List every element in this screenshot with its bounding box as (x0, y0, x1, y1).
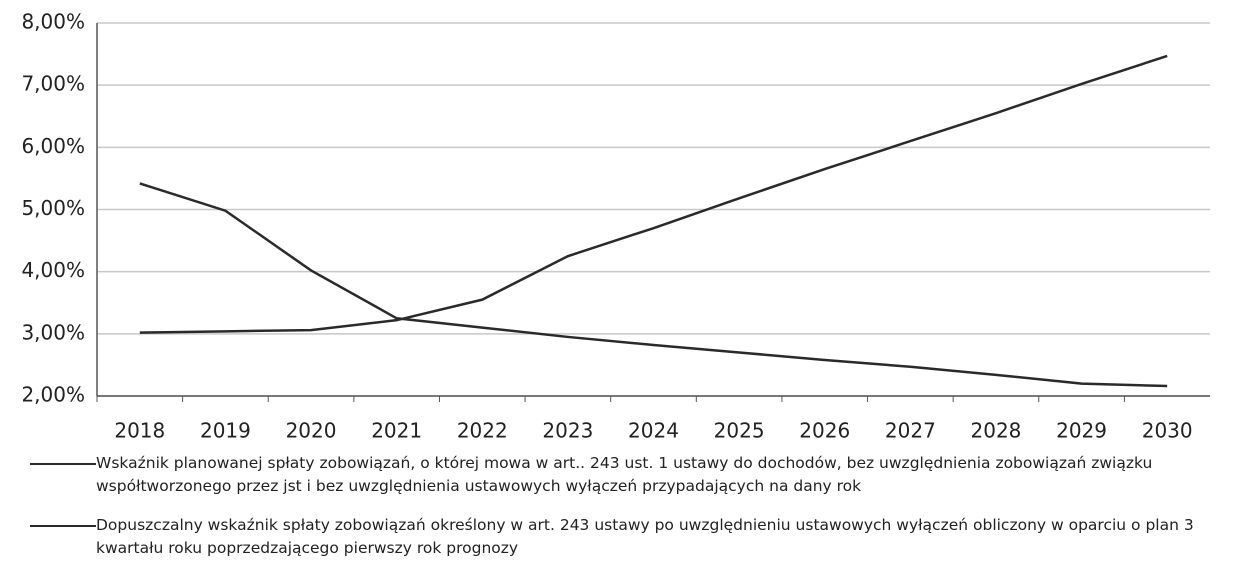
x-tick-label: 2023 (542, 419, 593, 443)
y-tick-label: 6,00% (21, 134, 85, 158)
legend-swatch (30, 525, 96, 527)
x-tick-label: 2028 (971, 419, 1022, 443)
y-tick-label: 2,00% (21, 383, 85, 407)
y-tick-label: 5,00% (21, 196, 85, 220)
x-tick-label: 2024 (628, 419, 679, 443)
x-tick-label: 2022 (457, 419, 508, 443)
x-tick-label: 2030 (1142, 419, 1193, 443)
y-tick-label: 8,00% (21, 10, 85, 34)
x-tick-label: 2020 (286, 419, 337, 443)
y-tick-label: 7,00% (21, 72, 85, 96)
legend-label: Dopuszczalny wskaźnik spłaty zobowiązań … (96, 516, 1194, 557)
x-tick-label: 2019 (200, 419, 251, 443)
series-line (139, 182, 1168, 388)
chart: 2,00% 3,00% 4,00% 5,00% 6,00% 7,00% 8,00% 2018 2… (21, 10, 1210, 443)
legend-label: Wskaźnik planowanej spłaty zobowiązań, o… (96, 454, 1153, 495)
x-tick-label: 2025 (714, 419, 765, 443)
series-line (139, 54, 1168, 334)
x-tick-label: 2027 (885, 419, 936, 443)
y-tick-label: 3,00% (21, 320, 85, 344)
x-tick-label: 2026 (799, 419, 850, 443)
legend-item: Dopuszczalny wskaźnik spłaty zobowiązań … (30, 514, 1220, 560)
y-tick-label: 4,00% (21, 258, 85, 282)
legend-item: Wskaźnik planowanej spłaty zobowiązań, o… (30, 452, 1220, 498)
x-tick-label: 2018 (114, 419, 165, 443)
x-tick-label: 2021 (371, 419, 422, 443)
x-tick-label: 2029 (1056, 419, 1107, 443)
legend-swatch (30, 463, 96, 465)
